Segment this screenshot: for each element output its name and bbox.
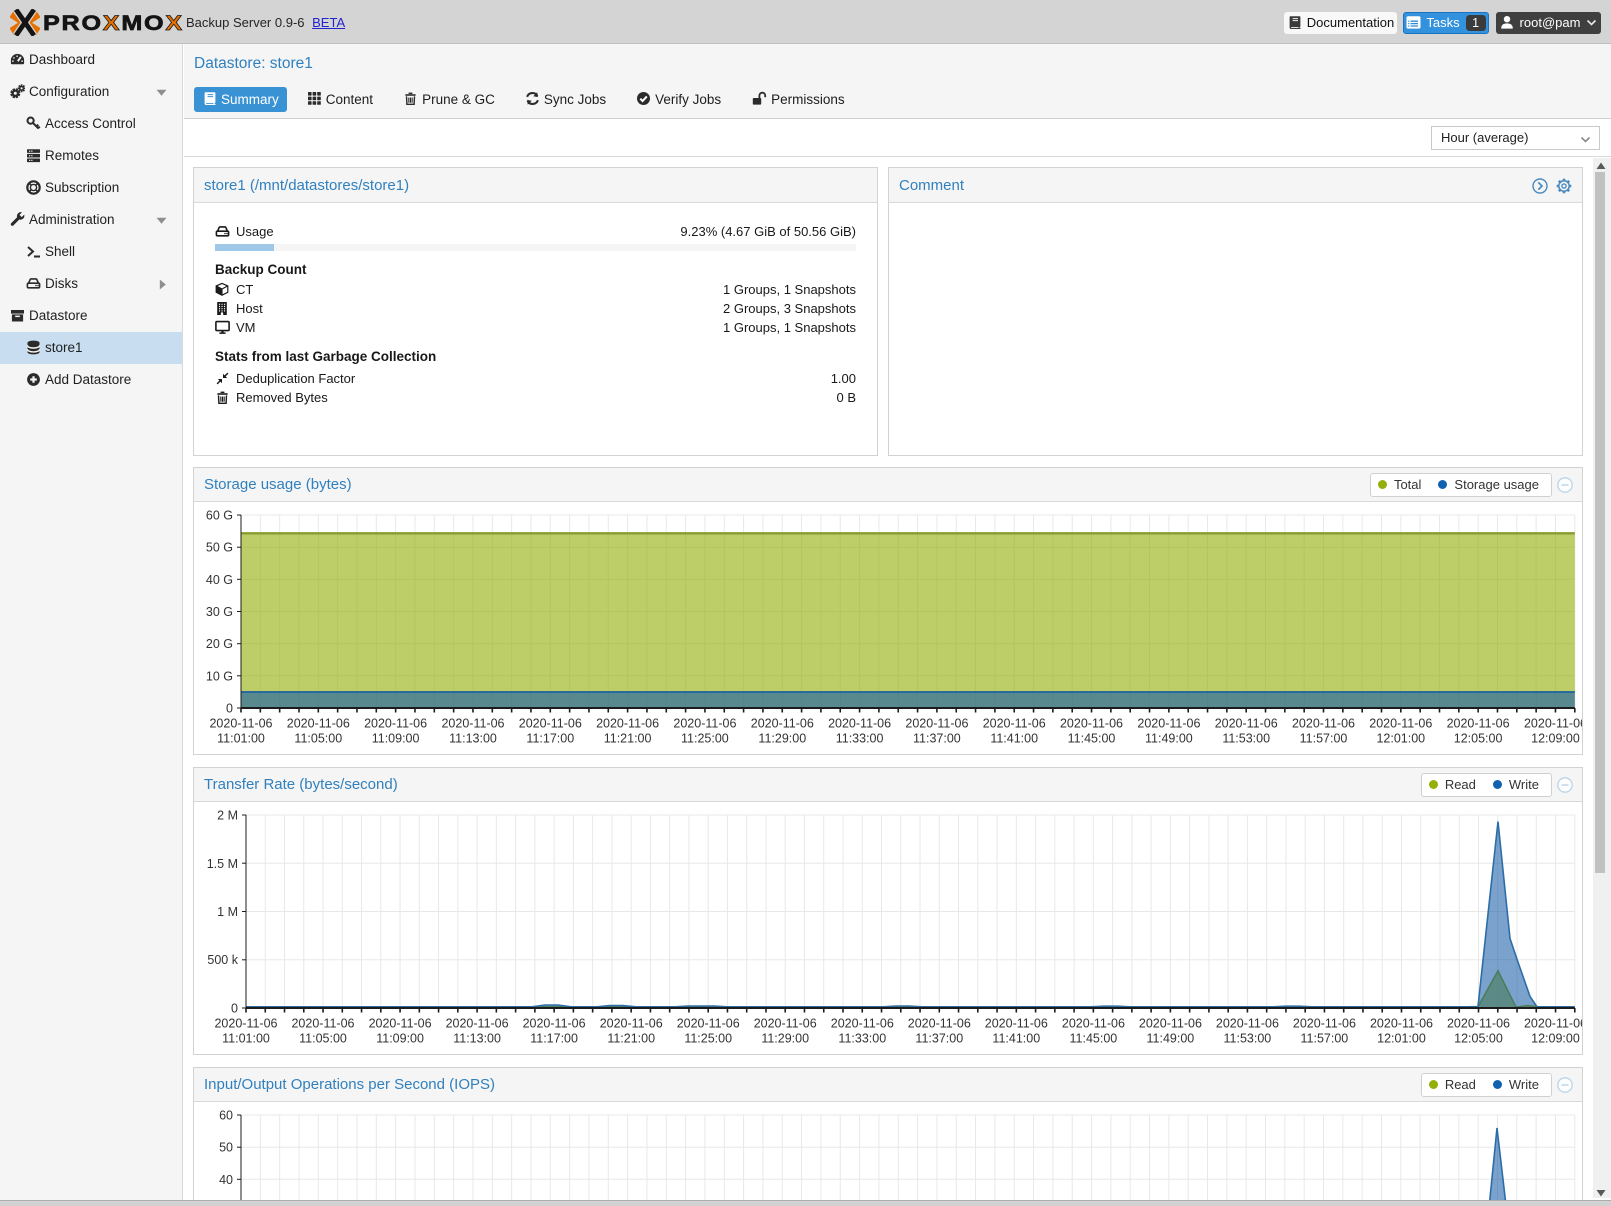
svg-text:11:25:00: 11:25:00 (681, 732, 729, 746)
svg-text:11:53:00: 11:53:00 (1224, 1032, 1272, 1046)
svg-text:2020-11-06: 2020-11-06 (673, 717, 736, 731)
svg-text:2020-11-06: 2020-11-06 (905, 717, 968, 731)
svg-text:40 G: 40 G (206, 573, 233, 587)
svg-text:2 M: 2 M (217, 809, 238, 823)
svg-text:2020-11-06: 2020-11-06 (677, 1017, 740, 1031)
svg-text:11:57:00: 11:57:00 (1300, 732, 1348, 746)
svg-text:11:53:00: 11:53:00 (1222, 732, 1270, 746)
svg-text:12:01:00: 12:01:00 (1376, 732, 1425, 746)
svg-text:2020-11-06: 2020-11-06 (519, 717, 582, 731)
svg-text:2020-11-06: 2020-11-06 (1524, 1017, 1583, 1031)
svg-text:50 G: 50 G (206, 541, 233, 555)
svg-text:2020-11-06: 2020-11-06 (287, 717, 350, 731)
svg-text:10 G: 10 G (206, 669, 233, 683)
svg-text:11:37:00: 11:37:00 (915, 1032, 963, 1046)
svg-text:2020-11-06: 2020-11-06 (828, 717, 891, 731)
svg-text:11:29:00: 11:29:00 (758, 732, 806, 746)
svg-text:2020-11-06: 2020-11-06 (441, 717, 504, 731)
svg-text:2020-11-06: 2020-11-06 (1060, 717, 1123, 731)
svg-text:2020-11-06: 2020-11-06 (596, 717, 659, 731)
svg-text:2020-11-06: 2020-11-06 (1137, 717, 1200, 731)
svg-text:40: 40 (219, 1173, 233, 1187)
svg-text:11:49:00: 11:49:00 (1145, 732, 1193, 746)
svg-text:11:01:00: 11:01:00 (222, 1032, 270, 1046)
svg-text:30 G: 30 G (206, 605, 233, 619)
svg-text:11:45:00: 11:45:00 (1070, 1032, 1118, 1046)
svg-text:12:09:00: 12:09:00 (1531, 732, 1580, 746)
svg-text:11:29:00: 11:29:00 (761, 1032, 809, 1046)
svg-text:60 G: 60 G (206, 509, 233, 523)
svg-text:11:45:00: 11:45:00 (1068, 732, 1116, 746)
svg-text:20 G: 20 G (206, 637, 233, 651)
svg-text:11:57:00: 11:57:00 (1301, 1032, 1349, 1046)
svg-text:12:05:00: 12:05:00 (1454, 732, 1503, 746)
svg-text:2020-11-06: 2020-11-06 (1216, 1017, 1279, 1031)
svg-text:2020-11-06: 2020-11-06 (291, 1017, 354, 1031)
svg-text:11:41:00: 11:41:00 (990, 732, 1038, 746)
svg-text:2020-11-06: 2020-11-06 (831, 1017, 894, 1031)
svg-text:11:25:00: 11:25:00 (684, 1032, 732, 1046)
svg-text:11:41:00: 11:41:00 (992, 1032, 1040, 1046)
svg-text:500 k: 500 k (207, 953, 238, 967)
svg-text:2020-11-06: 2020-11-06 (908, 1017, 971, 1031)
svg-text:2020-11-06: 2020-11-06 (364, 717, 427, 731)
svg-text:2020-11-06: 2020-11-06 (209, 717, 272, 731)
svg-text:11:17:00: 11:17:00 (530, 1032, 578, 1046)
svg-text:2020-11-06: 2020-11-06 (1369, 717, 1432, 731)
svg-text:1 M: 1 M (217, 905, 238, 919)
svg-text:12:09:00: 12:09:00 (1531, 1032, 1580, 1046)
svg-text:2020-11-06: 2020-11-06 (754, 1017, 817, 1031)
svg-text:2020-11-06: 2020-11-06 (1292, 717, 1355, 731)
svg-text:0: 0 (226, 702, 233, 716)
svg-text:50: 50 (219, 1141, 233, 1155)
svg-text:2020-11-06: 2020-11-06 (1062, 1017, 1125, 1031)
svg-text:2020-11-06: 2020-11-06 (751, 717, 814, 731)
svg-text:11:05:00: 11:05:00 (299, 1032, 347, 1046)
svg-text:11:33:00: 11:33:00 (836, 732, 884, 746)
svg-text:2020-11-06: 2020-11-06 (985, 1017, 1048, 1031)
svg-text:11:05:00: 11:05:00 (294, 732, 342, 746)
svg-text:2020-11-06: 2020-11-06 (446, 1017, 509, 1031)
svg-text:2020-11-06: 2020-11-06 (369, 1017, 432, 1031)
svg-text:2020-11-06: 2020-11-06 (983, 717, 1046, 731)
svg-text:11:13:00: 11:13:00 (449, 732, 497, 746)
svg-text:2020-11-06: 2020-11-06 (1215, 717, 1278, 731)
svg-text:1.5 M: 1.5 M (207, 857, 238, 871)
svg-text:11:09:00: 11:09:00 (372, 732, 420, 746)
svg-text:2020-11-06: 2020-11-06 (523, 1017, 586, 1031)
svg-text:0: 0 (231, 1002, 238, 1016)
svg-text:2020-11-06: 2020-11-06 (600, 1017, 663, 1031)
svg-text:12:01:00: 12:01:00 (1377, 1032, 1426, 1046)
svg-text:11:09:00: 11:09:00 (376, 1032, 424, 1046)
svg-text:12:05:00: 12:05:00 (1454, 1032, 1503, 1046)
svg-text:2020-11-06: 2020-11-06 (1524, 717, 1583, 731)
svg-text:2020-11-06: 2020-11-06 (1447, 717, 1510, 731)
svg-text:11:21:00: 11:21:00 (604, 732, 652, 746)
svg-text:11:37:00: 11:37:00 (913, 732, 961, 746)
svg-text:11:49:00: 11:49:00 (1147, 1032, 1195, 1046)
svg-text:11:33:00: 11:33:00 (838, 1032, 886, 1046)
svg-text:11:17:00: 11:17:00 (526, 732, 574, 746)
svg-text:2020-11-06: 2020-11-06 (214, 1017, 277, 1031)
svg-text:2020-11-06: 2020-11-06 (1370, 1017, 1433, 1031)
svg-text:2020-11-06: 2020-11-06 (1447, 1017, 1510, 1031)
svg-text:2020-11-06: 2020-11-06 (1293, 1017, 1356, 1031)
svg-text:60: 60 (219, 1109, 233, 1123)
svg-text:2020-11-06: 2020-11-06 (1139, 1017, 1202, 1031)
svg-text:11:21:00: 11:21:00 (607, 1032, 655, 1046)
svg-text:11:01:00: 11:01:00 (217, 732, 265, 746)
svg-text:11:13:00: 11:13:00 (453, 1032, 501, 1046)
